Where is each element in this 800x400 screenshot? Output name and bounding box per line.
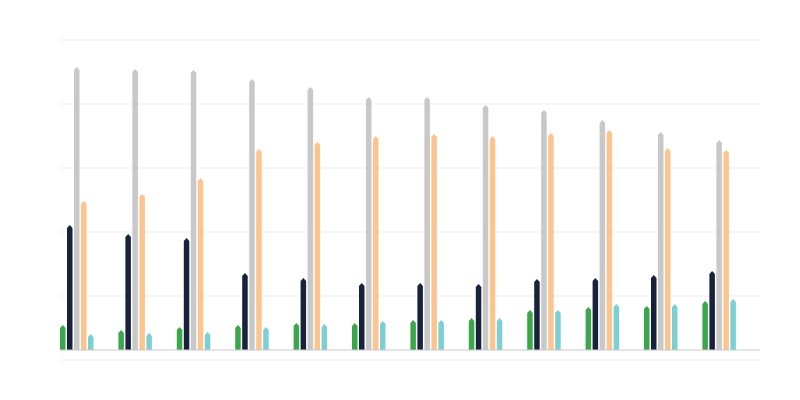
bar — [359, 283, 365, 350]
bar — [527, 310, 533, 350]
bar — [249, 79, 255, 350]
bar — [293, 323, 300, 350]
bar — [613, 304, 620, 350]
bar — [555, 310, 561, 350]
bar — [468, 318, 475, 350]
bar — [235, 325, 241, 350]
bar — [709, 271, 715, 350]
bar — [197, 178, 204, 350]
bar — [651, 275, 657, 350]
bar — [352, 323, 358, 350]
bar — [67, 225, 73, 350]
bar — [204, 332, 211, 350]
bar — [730, 299, 736, 350]
bar — [139, 194, 145, 350]
bar — [644, 306, 650, 350]
bar — [190, 70, 197, 350]
bar — [88, 334, 94, 350]
bar — [314, 142, 321, 350]
bar — [475, 284, 482, 350]
bar — [417, 283, 423, 350]
bar — [373, 136, 379, 350]
bar — [242, 273, 248, 350]
bar — [146, 333, 152, 350]
bar — [125, 234, 131, 350]
bar — [482, 105, 489, 350]
bar — [263, 327, 269, 350]
bar — [321, 324, 328, 350]
bar — [132, 69, 138, 350]
bar — [176, 327, 183, 350]
bar — [256, 149, 262, 350]
bar — [74, 67, 80, 350]
bar — [665, 148, 671, 350]
bar — [424, 97, 430, 350]
bar — [599, 120, 606, 350]
bar — [658, 132, 664, 350]
bar — [585, 307, 592, 350]
bar — [60, 325, 66, 350]
bar — [438, 320, 444, 350]
bar — [496, 318, 503, 350]
bar — [307, 87, 314, 350]
bar — [380, 321, 386, 350]
bar — [606, 130, 613, 350]
bar — [489, 136, 496, 350]
bar — [534, 279, 540, 350]
bar — [366, 97, 372, 350]
bar — [81, 201, 87, 350]
bar — [183, 238, 190, 350]
bar — [592, 278, 599, 350]
bar — [431, 134, 437, 350]
bar — [410, 320, 416, 350]
bar — [672, 304, 678, 350]
bar — [548, 133, 554, 350]
bar — [118, 330, 124, 350]
bar — [702, 301, 708, 350]
bar — [716, 140, 722, 350]
bar — [541, 110, 547, 350]
bar — [723, 150, 729, 350]
bar — [300, 278, 307, 350]
